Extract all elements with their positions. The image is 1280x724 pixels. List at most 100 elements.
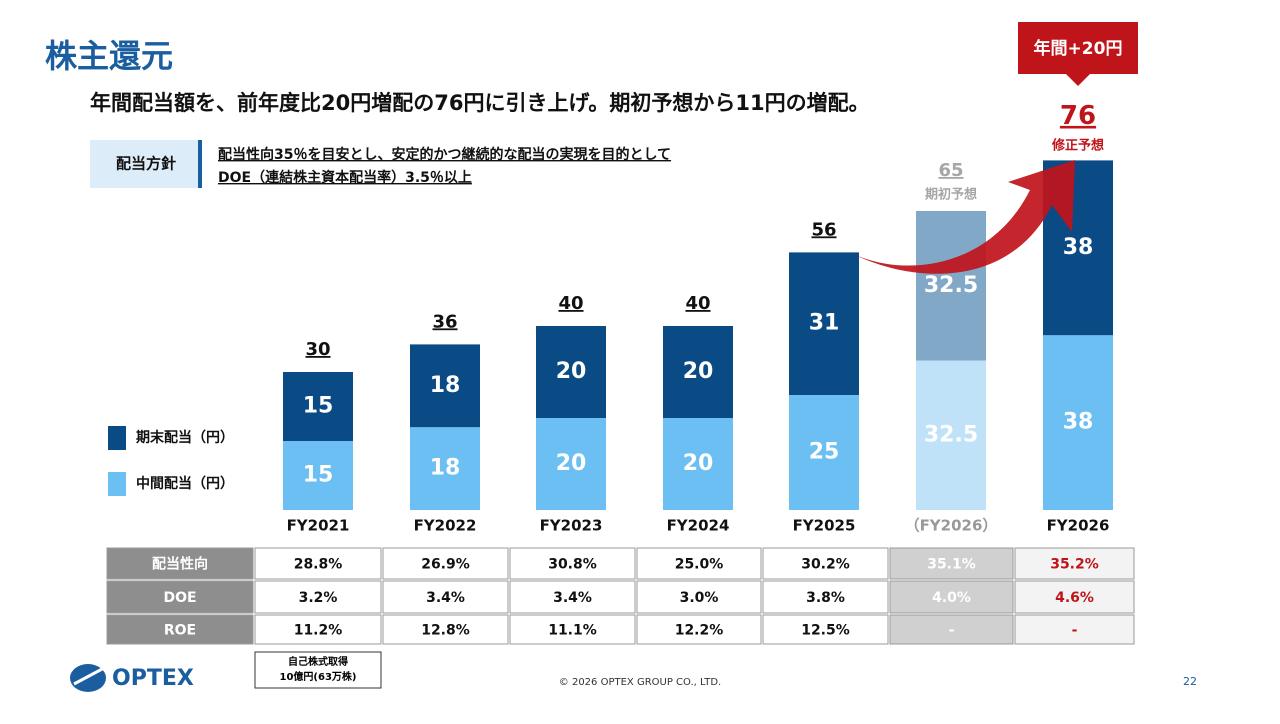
table-cell bbox=[509, 614, 636, 645]
buyback-text: 10億円(63万株) bbox=[280, 670, 357, 683]
callout-box bbox=[1018, 22, 1138, 74]
forecast-note: 期初予想 bbox=[925, 187, 977, 203]
buyback-box bbox=[254, 651, 382, 689]
table-cell bbox=[382, 614, 509, 645]
bar-segment bbox=[536, 326, 606, 418]
logo-stripe bbox=[73, 666, 105, 686]
legend-label: 中間配当（円） bbox=[136, 475, 234, 492]
row-header: ROE bbox=[164, 623, 196, 639]
buyback-text: 自己株式取得 bbox=[288, 655, 348, 668]
segment-label: 32.5 bbox=[924, 422, 978, 447]
table-cell bbox=[762, 580, 889, 614]
cell-text: 30.2% bbox=[801, 557, 850, 573]
total-label: 36 bbox=[432, 311, 457, 332]
title: 株主還元 bbox=[45, 37, 173, 75]
x-tick-label: FY2021 bbox=[287, 517, 350, 535]
cell-text: - bbox=[949, 623, 955, 639]
subtitle: 年間配当額を、前年度比20円増配の76円に引き上げ。期初予想から11円の増配。 bbox=[90, 91, 870, 115]
table-cell bbox=[509, 580, 636, 614]
callout-pointer bbox=[1066, 74, 1090, 86]
table-cell bbox=[762, 547, 889, 580]
cell-text: 3.4% bbox=[426, 590, 465, 606]
policy-accent bbox=[198, 140, 202, 188]
segment-label: 20 bbox=[556, 451, 587, 476]
table-cell bbox=[254, 547, 382, 580]
table-cell bbox=[889, 580, 1014, 614]
bar-segment bbox=[410, 427, 480, 510]
table-cell bbox=[889, 614, 1014, 645]
segment-label: 38 bbox=[1063, 235, 1094, 260]
cell-text: 12.2% bbox=[675, 623, 724, 639]
cell-text: 3.8% bbox=[806, 590, 845, 606]
table-cell bbox=[509, 547, 636, 580]
table-cell bbox=[382, 580, 509, 614]
segment-label: 38 bbox=[1063, 410, 1094, 435]
table-cell bbox=[106, 614, 254, 645]
total-label: 76 bbox=[1060, 101, 1096, 131]
increase-arrow bbox=[845, 160, 1075, 274]
table-cell bbox=[636, 614, 762, 645]
x-tick-label: FY2022 bbox=[414, 517, 477, 535]
policy-box bbox=[90, 140, 202, 188]
total-label: 65 bbox=[938, 160, 963, 181]
segment-label: 20 bbox=[556, 359, 587, 384]
row-header: DOE bbox=[163, 590, 196, 606]
table-cell bbox=[762, 614, 889, 645]
table-cell bbox=[889, 547, 1014, 580]
total-label: 30 bbox=[305, 339, 330, 360]
cell-text: 35.2% bbox=[1050, 557, 1099, 573]
cell-text: 3.4% bbox=[553, 590, 592, 606]
cell-text: 12.5% bbox=[801, 623, 850, 639]
page-number: 22 bbox=[1183, 675, 1197, 688]
x-tick-label: （FY2026） bbox=[905, 517, 998, 535]
table-cell bbox=[636, 547, 762, 580]
x-tick-label: FY2026 bbox=[1047, 517, 1110, 535]
table-cell bbox=[382, 547, 509, 580]
legend-label: 期末配当（円） bbox=[136, 429, 234, 446]
table-cell bbox=[254, 580, 382, 614]
bar-segment bbox=[283, 372, 353, 441]
table-cell bbox=[1014, 547, 1135, 580]
segment-label: 20 bbox=[683, 451, 714, 476]
policy-line: DOE（連結株主資本配当率）3.5％以上 bbox=[218, 169, 472, 186]
cell-text: - bbox=[1072, 623, 1078, 639]
cell-text: 3.0% bbox=[680, 590, 719, 606]
table-cell bbox=[106, 547, 254, 580]
bar-segment bbox=[789, 252, 859, 395]
cell-text: 12.8% bbox=[421, 623, 470, 639]
table-cell bbox=[106, 580, 254, 614]
cell-text: 4.0% bbox=[932, 590, 971, 606]
cell-text: 28.8% bbox=[294, 557, 343, 573]
segment-label: 15 bbox=[303, 463, 334, 488]
logo-text: OPTEX bbox=[112, 666, 194, 691]
policy-label: 配当方針 bbox=[116, 155, 176, 173]
legend-swatch bbox=[108, 426, 126, 450]
segment-label: 20 bbox=[683, 359, 714, 384]
cell-text: 35.1% bbox=[927, 557, 976, 573]
segment-label: 31 bbox=[809, 311, 840, 336]
legend-swatch bbox=[108, 472, 126, 496]
x-tick-label: FY2023 bbox=[540, 517, 603, 535]
row-header: 配当性向 bbox=[152, 556, 208, 573]
cell-text: 25.0% bbox=[675, 557, 724, 573]
total-label: 40 bbox=[685, 293, 710, 314]
cell-text: 4.6% bbox=[1055, 590, 1094, 606]
total-label: 40 bbox=[558, 293, 583, 314]
bar-segment bbox=[916, 360, 986, 510]
total-label: 56 bbox=[811, 219, 836, 240]
segment-label: 15 bbox=[303, 394, 334, 419]
cell-text: 30.8% bbox=[548, 557, 597, 573]
bar-segment bbox=[1043, 335, 1113, 510]
bar-segment bbox=[536, 418, 606, 510]
table: 配当性向 28.8% 26.9% 30.8% 25.0% 30.2% 35.1% 35.2% D… bbox=[106, 547, 1135, 645]
bar-segment bbox=[789, 395, 859, 510]
bar-segment bbox=[663, 418, 733, 510]
x-tick-label: FY2024 bbox=[667, 517, 730, 535]
chart: 15 15 30 FY2021 18 18 36 FY2022 20 20 40 FY2023 20 20… bbox=[108, 101, 1113, 535]
bar-segment bbox=[283, 441, 353, 510]
table-cell bbox=[636, 580, 762, 614]
segment-label: 18 bbox=[430, 456, 461, 481]
bar-segment bbox=[663, 326, 733, 418]
segment-label: 18 bbox=[430, 373, 461, 398]
